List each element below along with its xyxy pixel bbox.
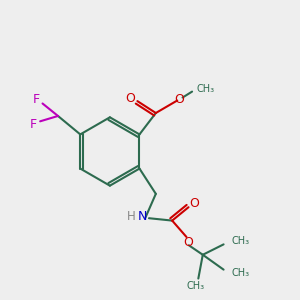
Text: N: N: [138, 210, 147, 223]
Text: O: O: [189, 197, 199, 210]
Text: O: O: [125, 92, 135, 105]
Text: CH₃: CH₃: [196, 84, 214, 94]
Text: O: O: [175, 92, 184, 106]
Text: CH₃: CH₃: [232, 236, 250, 246]
Text: F: F: [33, 93, 40, 106]
Text: CH₃: CH₃: [232, 268, 250, 278]
Text: O: O: [183, 236, 193, 249]
Text: CH₃: CH₃: [186, 281, 204, 291]
Text: H: H: [127, 210, 136, 223]
Text: F: F: [30, 118, 37, 131]
